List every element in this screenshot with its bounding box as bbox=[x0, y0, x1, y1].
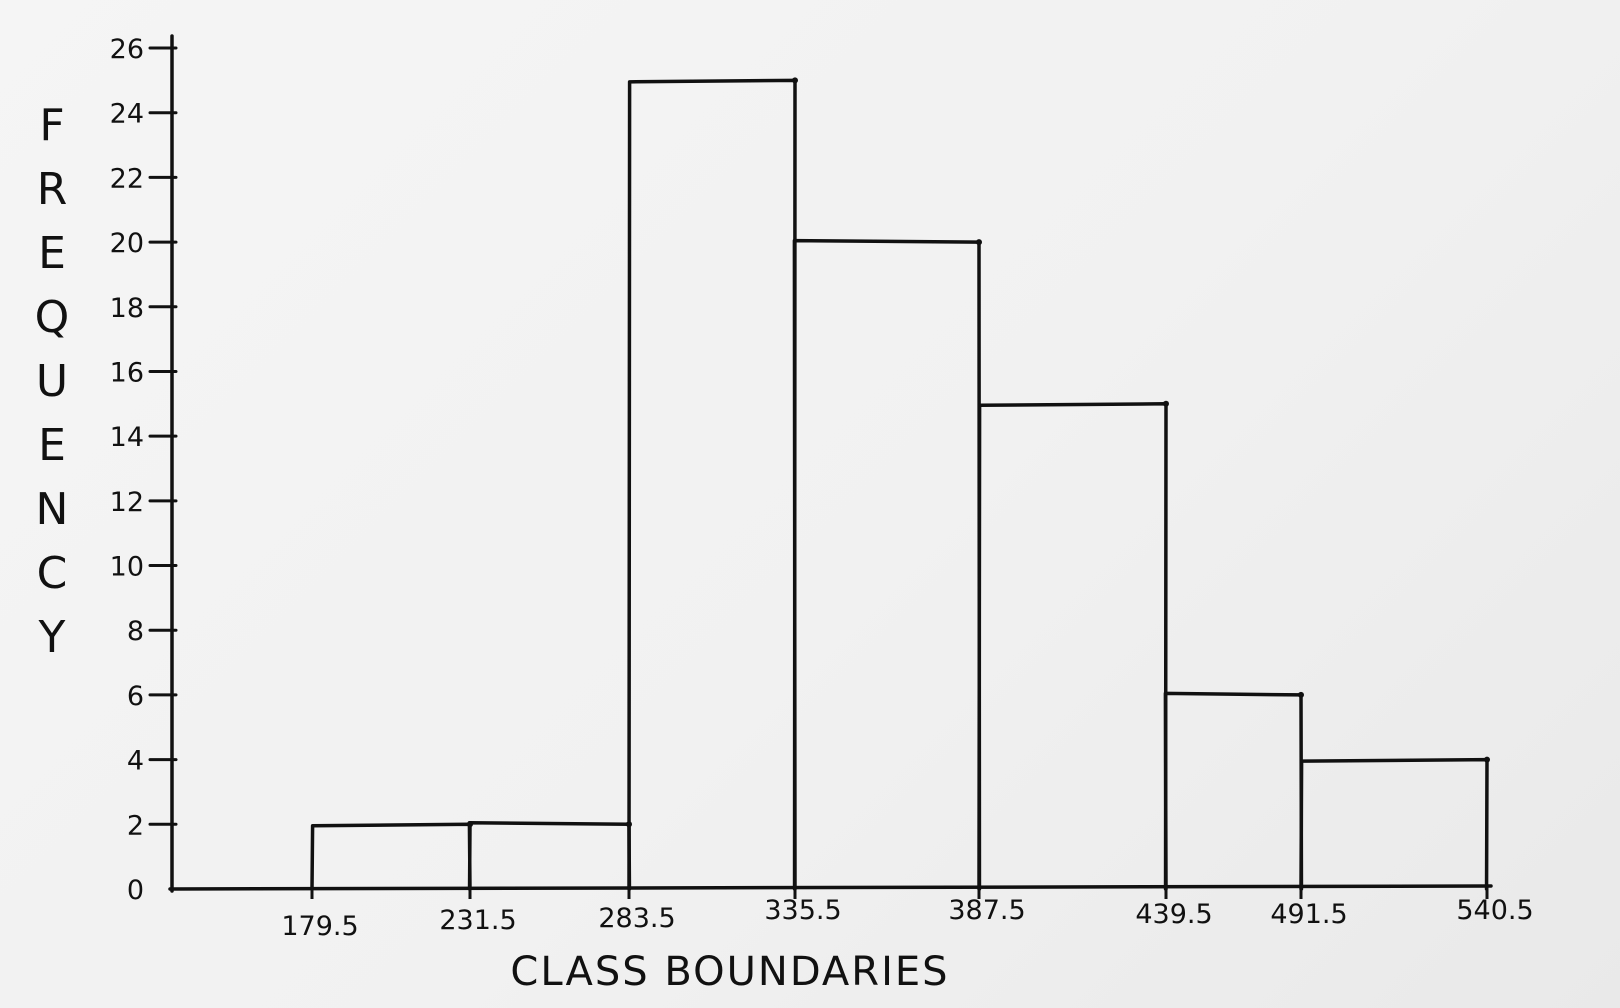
x-tick-label: 540.5 bbox=[1456, 895, 1533, 926]
histogram-bars bbox=[310, 77, 1490, 891]
bar-corner-dot bbox=[1298, 691, 1304, 698]
y-axis-label-letter: E bbox=[38, 420, 66, 471]
histogram-bar bbox=[627, 78, 797, 891]
x-tick-label: 283.5 bbox=[598, 903, 675, 934]
y-tick-label: 12 bbox=[110, 487, 144, 518]
x-tick-label: 439.5 bbox=[1135, 899, 1212, 930]
y-axis-label-letter: Q bbox=[35, 292, 70, 343]
x-axis-line bbox=[168, 884, 1493, 891]
y-tick-label: 14 bbox=[110, 422, 144, 453]
y-tick-label: 24 bbox=[110, 99, 144, 130]
y-axis-label-letter: C bbox=[37, 548, 68, 599]
y-axis-label-letter: N bbox=[36, 484, 69, 535]
x-tick-label: 387.5 bbox=[948, 895, 1025, 926]
x-tick-label: 231.5 bbox=[439, 905, 516, 936]
y-tick-label: 8 bbox=[127, 616, 144, 647]
y-axis-label-letter: Y bbox=[38, 612, 66, 663]
y-tick-label: 4 bbox=[127, 746, 144, 777]
y-axis-label-letter: E bbox=[38, 228, 66, 279]
histogram-bar bbox=[467, 821, 632, 891]
y-tick-label: 16 bbox=[110, 357, 144, 388]
y-axis-label-letter: R bbox=[37, 164, 68, 215]
y-tick-label: 20 bbox=[110, 228, 144, 259]
histogram-bar bbox=[977, 402, 1168, 891]
bar-corner-dot bbox=[1484, 756, 1490, 763]
histogram-bar bbox=[1299, 757, 1489, 891]
y-axis-label-letter: F bbox=[39, 100, 64, 151]
y-tick-label: 2 bbox=[127, 810, 144, 841]
y-tick-label: 26 bbox=[110, 34, 144, 65]
x-ticks: 179.5 231.5 283.5 335.5 387.5 439.5 491.5 540.5 bbox=[281, 885, 1534, 942]
histogram-bar bbox=[1163, 691, 1304, 891]
y-tick-label: 10 bbox=[110, 552, 144, 583]
histogram-bar bbox=[792, 238, 982, 891]
x-tick-label: 335.5 bbox=[764, 895, 841, 926]
y-tick-label: 0 bbox=[127, 875, 144, 906]
bar-corner-dot bbox=[1163, 400, 1169, 407]
y-axis-label-letter: U bbox=[36, 356, 68, 407]
x-tick-label: 491.5 bbox=[1270, 899, 1347, 930]
x-tick-label: 179.5 bbox=[281, 911, 358, 942]
y-tick-label: 6 bbox=[127, 681, 144, 712]
x-axis-label: CLASS BOUNDARIES bbox=[510, 949, 949, 995]
axes bbox=[168, 34, 1493, 893]
bar-corner-dot bbox=[976, 239, 982, 246]
y-tick-label: 22 bbox=[110, 163, 144, 194]
histogram-bar bbox=[310, 822, 472, 891]
y-tick-label: 18 bbox=[110, 293, 144, 324]
bar-corner-dot bbox=[792, 77, 798, 84]
